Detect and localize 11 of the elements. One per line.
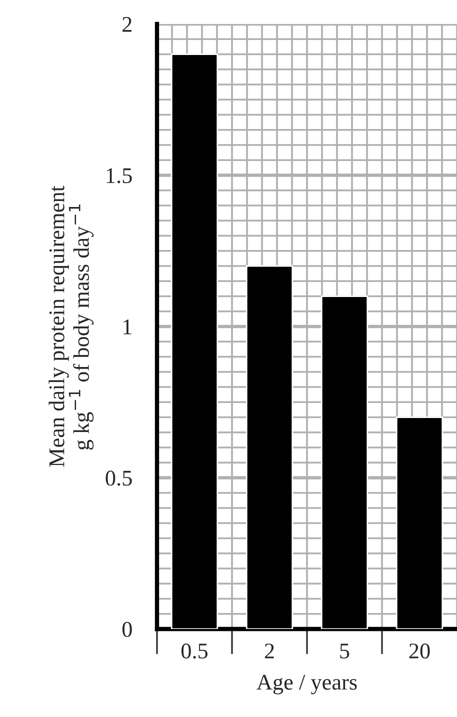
x-tick-label: 0.5 (181, 644, 208, 659)
y-axis-title: Mean daily protein requirement g kg$^{−1}$ of body mass day$^{−1}$ (48, 186, 94, 467)
x-tick-label: 20 (409, 644, 430, 659)
x-tick-label: 5 (340, 644, 350, 659)
y-tick-label: 1 (124, 320, 132, 334)
x-axis-title: Age / years (256, 674, 357, 694)
y-tick-label: 2 (122, 16, 132, 32)
y-tick-label: 1.5 (106, 168, 132, 184)
y-tick-label: 0 (122, 622, 132, 637)
x-tick-label: 2 (264, 644, 274, 658)
y-tick-label: 0.5 (106, 470, 132, 486)
